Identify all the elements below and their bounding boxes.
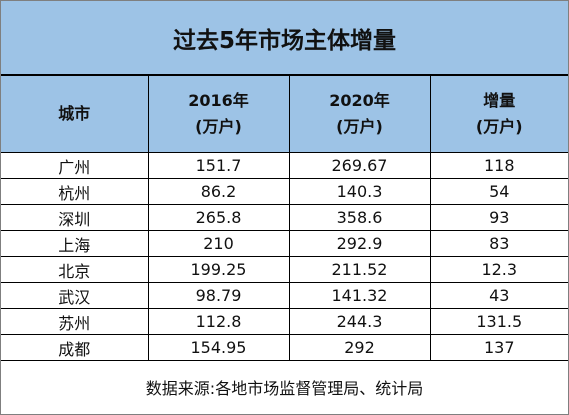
cell-city: 上海 (1, 230, 149, 257)
header-city: 城市 (1, 75, 149, 153)
cell-2020: 140.3 (288, 178, 431, 205)
cell-2016: 210 (147, 230, 290, 257)
table-row: 苏州 112.8 244.3 131.5 (1, 308, 568, 335)
cell-increase: 93 (429, 204, 568, 231)
cell-2020: 141.32 (288, 282, 431, 309)
cell-city: 苏州 (1, 308, 149, 335)
cell-2016: 98.79 (147, 282, 290, 309)
table-row: 上海 210 292.9 83 (1, 230, 568, 257)
header-2020-unit: (万户) (336, 117, 383, 136)
table-row: 武汉 98.79 141.32 43 (1, 282, 568, 309)
table-title: 过去5年市场主体增量 (1, 1, 568, 75)
cell-city: 杭州 (1, 178, 149, 205)
cell-city: 成都 (1, 334, 149, 361)
header-2016-unit: (万户) (195, 117, 242, 136)
cell-2020: 211.52 (288, 256, 431, 283)
cell-2016: 86.2 (147, 178, 290, 205)
cell-2020: 358.6 (288, 204, 431, 231)
cell-2016: 199.25 (147, 256, 290, 283)
cell-increase: 12.3 (429, 256, 568, 283)
cell-2020: 244.3 (288, 308, 431, 335)
table-row: 深圳 265.8 358.6 93 (1, 204, 568, 231)
cell-city: 深圳 (1, 204, 149, 231)
table-row: 广州 151.7 269.67 118 (1, 152, 568, 179)
cell-2016: 154.95 (147, 334, 290, 361)
header-2020: 2020年 (万户) (288, 75, 431, 153)
header-2020-label: 2020年 (329, 91, 390, 110)
header-increase-label: 增量 (483, 91, 516, 110)
header-2016: 2016年 (万户) (147, 75, 290, 153)
header-city-label: 城市 (58, 104, 91, 123)
cell-increase: 131.5 (429, 308, 568, 335)
header-increase: 增量 (万户) (429, 75, 568, 153)
data-table: 城市 2016年 (万户) 2020年 (万户) 增量 (万户) 广州 1 (1, 75, 568, 361)
cell-2016: 112.8 (147, 308, 290, 335)
cell-2016: 265.8 (147, 204, 290, 231)
cell-2016: 151.7 (147, 152, 290, 179)
cell-increase: 83 (429, 230, 568, 257)
source-note: 数据来源:各地市场监督管理局、统计局 (145, 379, 424, 398)
cell-increase: 118 (429, 152, 568, 179)
table-row: 成都 154.95 292 137 (1, 334, 568, 361)
cell-city: 武汉 (1, 282, 149, 309)
cell-increase: 43 (429, 282, 568, 309)
cell-city: 广州 (1, 152, 149, 179)
cell-increase: 137 (429, 334, 568, 361)
cell-increase: 54 (429, 178, 568, 205)
cell-2020: 292 (288, 334, 431, 361)
cell-2020: 292.9 (288, 230, 431, 257)
table-row: 北京 199.25 211.52 12.3 (1, 256, 568, 283)
cell-2020: 269.67 (288, 152, 431, 179)
table-row: 杭州 86.2 140.3 54 (1, 178, 568, 205)
cell-city: 北京 (1, 256, 149, 283)
header-row: 城市 2016年 (万户) 2020年 (万户) 增量 (万户) (1, 75, 568, 153)
header-2016-label: 2016年 (188, 91, 249, 110)
header-increase-unit: (万户) (475, 117, 523, 136)
